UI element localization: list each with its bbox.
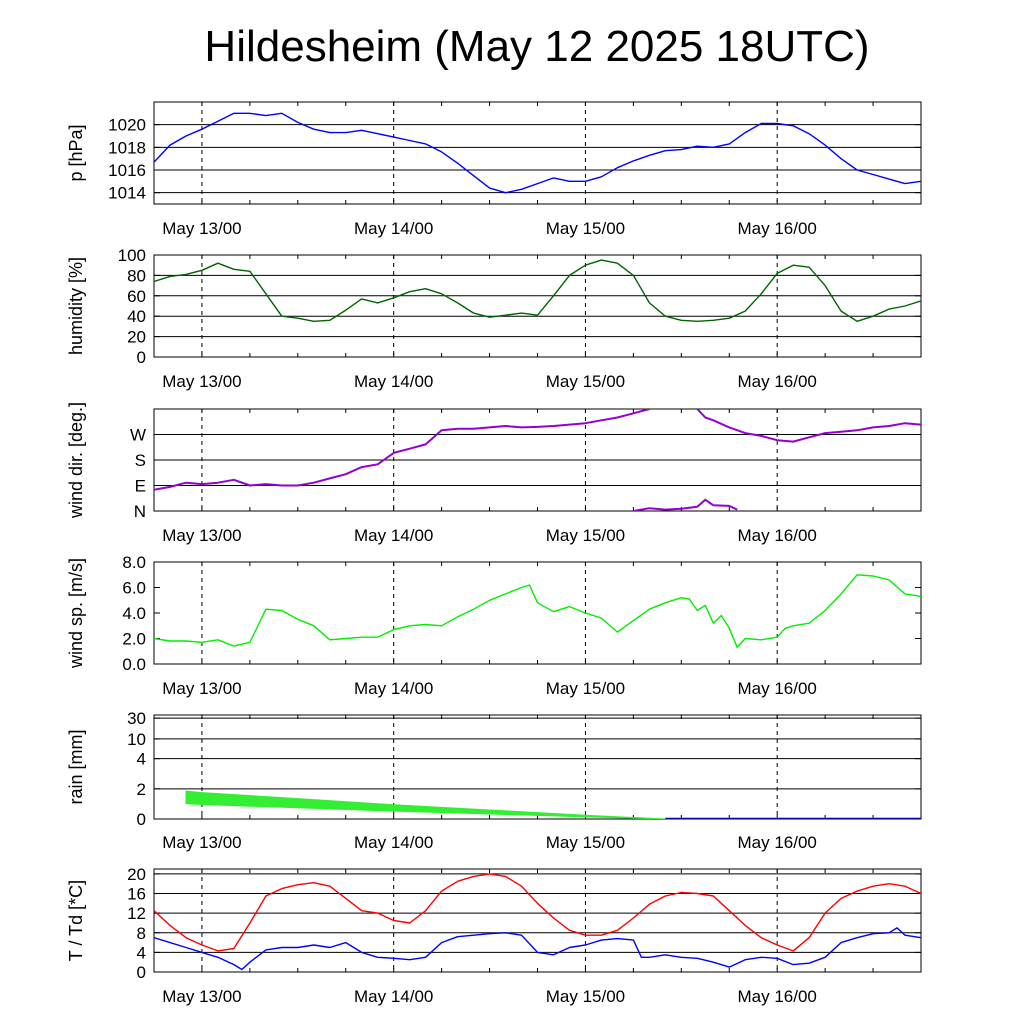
y-tick-label: 4 — [137, 943, 146, 962]
y-axis-label: wind sp. [m/s] — [66, 558, 86, 669]
y-tick-label: 100 — [118, 246, 146, 265]
y-axis-label: wind dir. [deg.] — [66, 402, 86, 519]
y-tick-label: 12 — [127, 904, 146, 923]
y-tick-label: 1020 — [108, 116, 146, 135]
x-tick-label: May 14/00 — [354, 219, 433, 238]
x-tick-label: May 15/00 — [546, 679, 625, 698]
y-tick-label: 30 — [127, 709, 146, 728]
chart-title: Hildesheim (May 12 2025 18UTC) — [204, 22, 870, 71]
y-tick-label: 2.0 — [122, 630, 146, 649]
wind_speed-series — [154, 574, 921, 649]
dewpoint-series — [154, 927, 921, 971]
y-tick-label: 20 — [127, 865, 146, 884]
x-tick-label: May 14/00 — [354, 372, 433, 391]
x-tick-label: May 13/00 — [162, 372, 241, 391]
rain-panel: 0 2 410 30 rain [mm] May 13/00 May 14/00 May 15… — [66, 709, 922, 852]
temperature-series — [154, 873, 921, 952]
x-tick-label: May 16/00 — [737, 987, 816, 1006]
y-tick-label: E — [135, 477, 146, 496]
pressure-series — [154, 112, 921, 194]
x-tick-label: May 16/00 — [737, 526, 816, 545]
plot-frame — [153, 101, 922, 205]
y-tick-label: 0 — [137, 810, 146, 829]
x-tick-label: May 13/00 — [162, 219, 241, 238]
x-tick-label: May 14/00 — [354, 987, 433, 1006]
y-tick-label: 60 — [127, 287, 146, 306]
x-tick-label: May 15/00 — [546, 987, 625, 1006]
y-tick-label: 4 — [137, 750, 146, 769]
y-tick-label: W — [130, 426, 146, 445]
y-tick-label: 4.0 — [122, 604, 146, 623]
wind_dir-series — [633, 498, 738, 511]
x-tick-label: May 13/00 — [162, 833, 241, 852]
humidity-series — [154, 259, 921, 322]
y-tick-label: 6.0 — [122, 579, 146, 598]
x-tick-label: May 15/00 — [546, 372, 625, 391]
y-tick-label: 1016 — [108, 161, 146, 180]
y-tick-label: 40 — [127, 307, 146, 326]
y-axis-label: T / Td [*C] — [66, 880, 86, 961]
y-tick-label: 2 — [137, 780, 146, 799]
wind_dir-series — [696, 409, 921, 443]
x-tick-label: May 13/00 — [162, 526, 241, 545]
y-axis-label: humidity [%] — [66, 257, 86, 355]
wind-speed-panel: 0.0 2.0 4.0 6.0 8.0 wind sp. [m/s] May 13/00 Ma… — [66, 553, 922, 698]
y-tick-label: 1018 — [108, 138, 146, 157]
y-tick-label: 8 — [137, 924, 146, 943]
y-tick-label: 20 — [127, 328, 146, 347]
x-tick-label: May 15/00 — [546, 526, 625, 545]
y-tick-label: 0 — [137, 963, 146, 982]
plot-frame — [153, 561, 922, 665]
plot-frame — [153, 254, 922, 358]
pressure-panel: 1014 1016 1018 1020 p [hPa] May 13/00 May 14/0… — [66, 101, 922, 238]
y-tick-label: 16 — [127, 885, 146, 904]
y-tick-label: 80 — [127, 266, 146, 285]
x-tick-label: May 14/00 — [354, 526, 433, 545]
x-tick-label: May 16/00 — [737, 833, 816, 852]
y-tick-label: 10 — [127, 730, 146, 749]
x-tick-label: May 16/00 — [737, 679, 816, 698]
wind_dir-series — [154, 409, 650, 491]
x-tick-label: May 14/00 — [354, 679, 433, 698]
plot-frame — [153, 868, 922, 973]
y-axis-label: rain [mm] — [66, 729, 86, 804]
rain-series — [185, 790, 921, 819]
x-tick-label: May 15/00 — [546, 219, 625, 238]
y-tick-label: S — [135, 451, 146, 470]
y-tick-label: 1014 — [108, 184, 146, 203]
x-tick-label: May 13/00 — [162, 987, 241, 1006]
x-tick-label: May 13/00 — [162, 679, 241, 698]
x-tick-label: May 14/00 — [354, 833, 433, 852]
x-tick-label: May 15/00 — [546, 833, 625, 852]
y-tick-label: 0.0 — [122, 655, 146, 674]
x-tick-label: May 16/00 — [737, 219, 816, 238]
x-tick-label: May 16/00 — [737, 372, 816, 391]
y-tick-label: 8.0 — [122, 553, 146, 572]
y-axis-label: p [hPa] — [66, 124, 86, 181]
y-tick-label: N — [134, 502, 146, 521]
y-tick-label: 0 — [137, 348, 146, 367]
